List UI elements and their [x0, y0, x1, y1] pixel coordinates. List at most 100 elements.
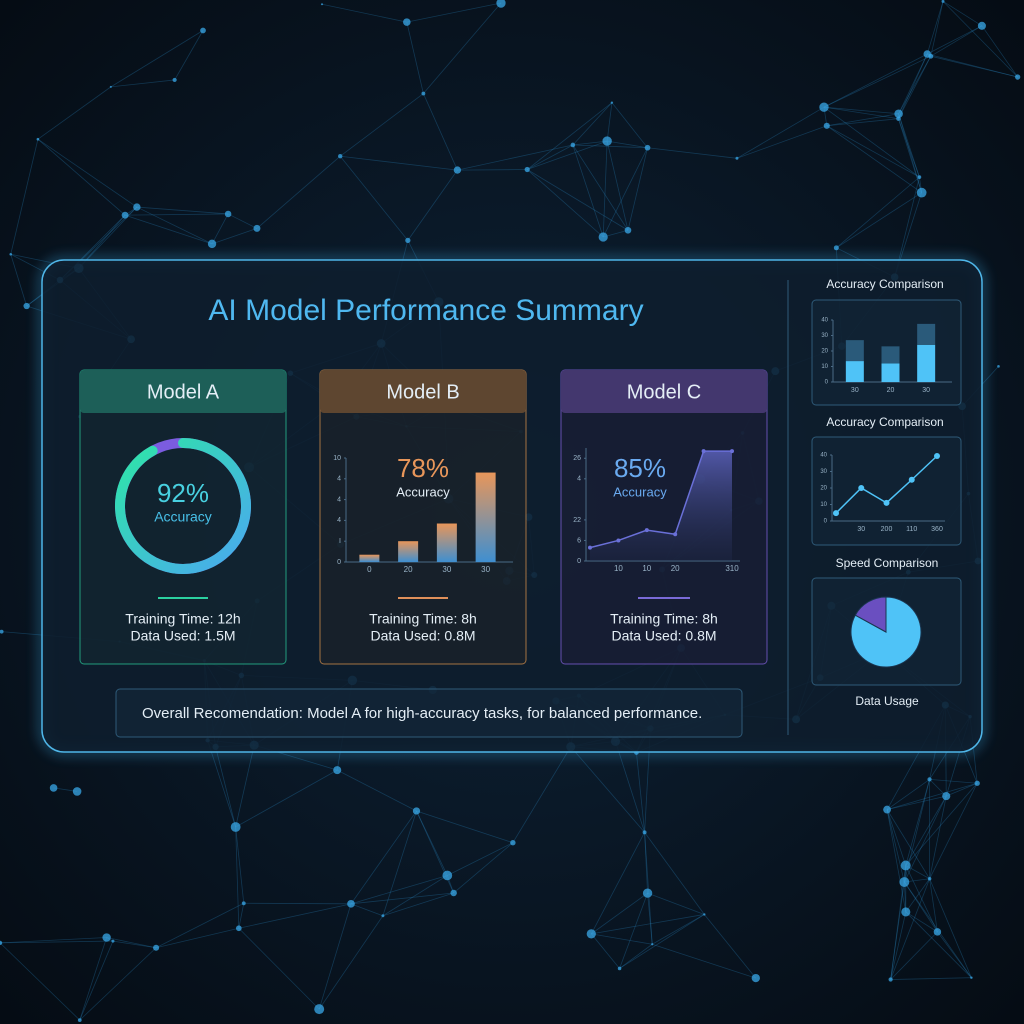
- point: [673, 532, 678, 537]
- bar: [398, 541, 419, 562]
- network-node: [381, 914, 385, 918]
- network-node: [403, 18, 411, 26]
- network-link: [823, 106, 899, 120]
- network-node: [0, 629, 4, 634]
- network-node: [927, 877, 932, 881]
- network-node: [602, 136, 612, 146]
- network-link: [382, 810, 417, 916]
- network-link: [590, 933, 620, 969]
- x-tick-label: 360: [931, 526, 943, 533]
- network-link: [235, 826, 245, 904]
- network-link: [929, 778, 978, 784]
- point: [908, 476, 915, 483]
- network-link: [929, 878, 972, 978]
- network-node: [36, 137, 40, 141]
- network-link: [527, 144, 574, 170]
- network-link: [350, 903, 384, 917]
- network-link: [416, 810, 513, 844]
- network-link: [890, 881, 905, 980]
- network-link: [898, 113, 923, 193]
- network-link: [930, 55, 1018, 78]
- annotation: 85%: [614, 453, 666, 483]
- network-link: [227, 213, 258, 229]
- network-link: [590, 832, 645, 935]
- network-link: [823, 53, 928, 108]
- network-node: [900, 860, 911, 871]
- bar: [881, 363, 900, 382]
- y-tick-label: 20: [821, 349, 828, 355]
- network-node: [450, 889, 457, 897]
- chart-caption: Data Usage: [855, 694, 919, 708]
- point: [616, 538, 621, 543]
- x-tick-label: 110: [906, 526, 917, 533]
- network-link: [890, 878, 930, 980]
- bar: [917, 323, 936, 345]
- annotation: 78%: [397, 453, 449, 483]
- card-training: Training Time: 8h: [369, 611, 477, 627]
- network-link: [382, 892, 454, 917]
- network-link: [905, 911, 938, 933]
- network-link: [942, 1, 1018, 78]
- network-link: [238, 903, 245, 929]
- network-node: [933, 928, 942, 936]
- card-header: [320, 370, 526, 413]
- area-fill: [590, 451, 732, 561]
- network-link: [647, 893, 653, 945]
- chart: 0 6 22 4 26 10 10 20 310 85%Accuracy: [573, 448, 740, 573]
- y-tick-label: I: [339, 538, 341, 545]
- network-link: [243, 902, 351, 905]
- network-link: [890, 911, 907, 980]
- card-data: Data Used: 0.8M: [611, 628, 716, 644]
- network-link: [905, 779, 930, 866]
- network-link: [905, 865, 938, 933]
- network-link: [652, 914, 705, 945]
- network-node: [942, 792, 951, 801]
- point: [588, 545, 592, 550]
- network-node: [9, 252, 13, 256]
- network-node: [524, 166, 530, 173]
- x-tick-label: 30: [922, 387, 930, 394]
- network-link: [736, 106, 825, 159]
- network-link: [886, 782, 978, 810]
- network-link: [929, 878, 938, 932]
- network-link: [124, 214, 213, 245]
- network-link: [905, 782, 978, 866]
- network-node: [153, 944, 160, 951]
- network-link: [636, 752, 645, 833]
- network-link: [927, 53, 1018, 78]
- x-tick-label: 20: [671, 564, 680, 573]
- bar: [359, 554, 380, 562]
- y-tick-label: 0: [824, 519, 828, 525]
- network-link: [423, 93, 458, 171]
- network-link: [37, 86, 112, 140]
- network-link: [79, 947, 157, 1021]
- network-link: [215, 746, 237, 828]
- network-link: [591, 933, 653, 945]
- chart: 0 I 4 4 4 10 0 20 30 30 78%Accuracy: [333, 453, 513, 574]
- network-link: [930, 1, 944, 57]
- network-node: [899, 877, 910, 888]
- network-link: [898, 56, 932, 114]
- network-link: [407, 169, 458, 241]
- network-node: [644, 144, 651, 151]
- card-data: Data Used: 0.8M: [370, 628, 475, 644]
- y-tick-label: 10: [821, 364, 828, 370]
- network-node: [997, 365, 1000, 368]
- network-link: [350, 875, 448, 905]
- y-tick-label: 0: [337, 559, 341, 566]
- network-link: [79, 940, 114, 1021]
- network-link: [627, 147, 648, 231]
- network-node: [642, 830, 647, 835]
- network-link: [898, 118, 923, 193]
- network-node: [111, 939, 115, 943]
- network-link: [898, 56, 932, 119]
- network-node: [916, 187, 927, 198]
- network-link: [350, 892, 454, 905]
- bar: [917, 344, 936, 382]
- network-node: [974, 780, 980, 786]
- card-data: Data Used: 1.5M: [130, 628, 235, 644]
- network-link: [79, 937, 107, 1021]
- network-node: [883, 805, 891, 814]
- card-title: Model B: [386, 381, 459, 403]
- network-link: [235, 745, 255, 828]
